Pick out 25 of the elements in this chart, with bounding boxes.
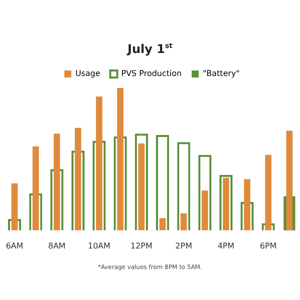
bar [222,178,230,230]
x-tick-label: 10AM [88,241,111,250]
bar [265,154,272,230]
x-tick-label: 6AM [6,241,24,250]
x-tick-label: 4PM [218,241,234,250]
x-tick-label: 2PM [175,241,192,250]
bar [74,128,82,230]
bar [202,190,208,230]
bar [286,130,293,230]
legend-label: "Battery" [202,69,240,78]
x-tick-label: 8AM [48,241,66,250]
bar [138,144,145,230]
chart-title: July 1$^{st}$ [126,42,174,56]
legend-label: PVS Production [121,69,182,78]
bar [180,213,187,230]
x-tick-label: 6PM [260,241,277,250]
legend-label: Usage [75,69,100,78]
bar [244,179,250,230]
bar [54,134,60,230]
bar [32,146,39,230]
bar [159,218,166,230]
bar [96,96,102,230]
bar [11,183,18,230]
x-tick-label: 12PM [130,241,152,250]
bar [117,88,124,230]
